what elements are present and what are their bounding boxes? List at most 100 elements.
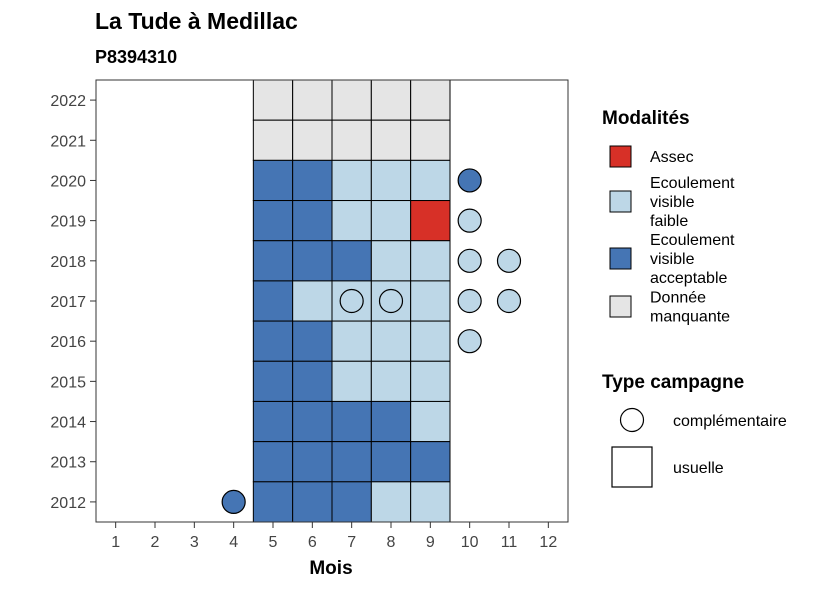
cell-2021-7: [331, 119, 372, 161]
point-2017-11: [496, 288, 522, 314]
y-tick-label-2019: 2019: [50, 214, 86, 231]
cell-2018-8: [370, 240, 412, 282]
cell-2014-5: [252, 400, 294, 443]
cell-layer: [252, 79, 451, 523]
y-tick-label-2014: 2014: [50, 415, 86, 432]
legend-label-manquante-1: manquante: [650, 309, 730, 326]
y-tick-label-2015: 2015: [50, 374, 86, 391]
legend-modalites-title: Modalités: [602, 108, 690, 129]
y-tick-label-2022: 2022: [50, 93, 86, 110]
y-tick-label-2012: 2012: [50, 495, 86, 512]
point-2018-11: [496, 248, 522, 273]
legend-label-faible-2: faible: [650, 213, 688, 230]
x-tick-label-10: 10: [461, 534, 479, 551]
cell-2018-7: [331, 240, 372, 282]
point-2017-8: [378, 288, 404, 314]
legend-circle-key: [619, 407, 645, 433]
x-tick-label-11: 11: [501, 534, 518, 551]
cell-2013-8: [370, 441, 412, 483]
legend-label-manquante-0: Donnée: [650, 290, 706, 307]
x-tick-label-9: 9: [426, 534, 435, 551]
legend-label-assec-0: Assec: [650, 149, 694, 166]
cell-2012-9: [410, 481, 451, 523]
point-2017-7: [339, 288, 364, 314]
cell-2017-9: [410, 280, 451, 322]
legend-label-faible-1: visible: [650, 194, 695, 211]
cell-2022-6: [292, 79, 333, 121]
legend-key-assec: [609, 145, 632, 168]
cell-2014-7: [331, 400, 372, 443]
legend-key-manquante: [609, 295, 632, 318]
legend-label-acceptable-2: acceptable: [650, 270, 727, 287]
x-tick-label-2: 2: [151, 534, 160, 551]
legend-label-acceptable-0: Ecoulement: [650, 232, 735, 249]
point-2016-10: [457, 329, 482, 354]
cell-2019-8: [370, 200, 412, 242]
cell-2019-9: [410, 200, 451, 242]
legend-modalites: Modalités Assec Ecoulement visible faible Ec…: [602, 108, 735, 326]
legend-key-acceptable: [609, 247, 632, 270]
legend-square-key: [611, 446, 653, 488]
cell-2012-6: [292, 481, 333, 523]
cell-2015-9: [410, 360, 451, 402]
x-axis: 1 2 3 4 5 6 7 8 9 10 11 12: [111, 522, 557, 551]
point-2018-10: [457, 248, 482, 273]
cell-2016-8: [370, 320, 412, 362]
cell-2016-6: [292, 320, 333, 362]
cell-2016-9: [410, 320, 451, 362]
legend-campagne: Type campagne complémentaire usuelle: [602, 372, 787, 488]
cell-2021-5: [252, 119, 294, 161]
cell-2019-7: [331, 200, 372, 242]
x-tick-label-7: 7: [347, 534, 356, 551]
chart-title: La Tude à Medillac: [95, 8, 298, 34]
cell-2015-7: [331, 360, 372, 402]
x-tick-label-6: 6: [308, 534, 317, 551]
cell-2022-5: [252, 79, 294, 121]
y-tick-label-2020: 2020: [50, 173, 86, 190]
y-tick-label-2017: 2017: [50, 294, 86, 311]
cell-2013-9: [410, 441, 451, 483]
cell-2017-6: [292, 280, 333, 322]
point-2019-10: [457, 208, 482, 233]
cell-2013-6: [292, 441, 333, 483]
plot-area: [95, 79, 569, 523]
legend-key-faible: [609, 190, 632, 213]
cell-2021-9: [410, 119, 451, 161]
legend-campagne-label-0: complémentaire: [673, 413, 787, 430]
cell-2020-6: [292, 159, 333, 202]
cell-2013-7: [331, 441, 372, 483]
cell-2017-5: [252, 280, 294, 322]
cell-2015-6: [292, 360, 333, 402]
cell-2021-8: [370, 119, 412, 161]
legend-campagne-title: Type campagne: [602, 372, 744, 393]
x-axis-title: Mois: [309, 558, 352, 579]
legend-label-faible-0: Ecoulement: [650, 175, 735, 192]
cell-2014-8: [370, 400, 412, 443]
point-2012-4: [221, 489, 246, 515]
cell-2013-5: [252, 441, 294, 483]
cell-2019-5: [252, 200, 294, 242]
point-2020-10: [457, 168, 482, 193]
x-tick-label-1: 1: [111, 534, 120, 551]
cell-2012-5: [252, 481, 294, 523]
x-tick-label-4: 4: [229, 534, 238, 551]
cell-2018-6: [292, 240, 333, 282]
y-axis: 2012 2013 2014 2015 2016 2017 2018 2019 2020 2021…: [50, 93, 96, 512]
cell-2020-5: [252, 159, 294, 202]
x-tick-label-5: 5: [269, 534, 278, 551]
y-tick-label-2016: 2016: [50, 334, 86, 351]
x-tick-label-3: 3: [190, 534, 199, 551]
y-tick-label-2018: 2018: [50, 254, 86, 271]
cell-2019-6: [292, 200, 333, 242]
legend-campagne-label-1: usuelle: [673, 460, 724, 477]
x-tick-label-8: 8: [387, 534, 396, 551]
cell-2014-6: [292, 400, 333, 443]
cell-2014-9: [410, 400, 451, 443]
cell-2020-7: [331, 159, 372, 202]
cell-2022-8: [370, 79, 412, 121]
cell-2016-5: [252, 320, 294, 362]
cell-2020-8: [370, 159, 412, 202]
x-tick-label-12: 12: [539, 534, 557, 551]
chart-subtitle: P8394310: [95, 47, 177, 67]
cell-2016-7: [331, 320, 372, 362]
